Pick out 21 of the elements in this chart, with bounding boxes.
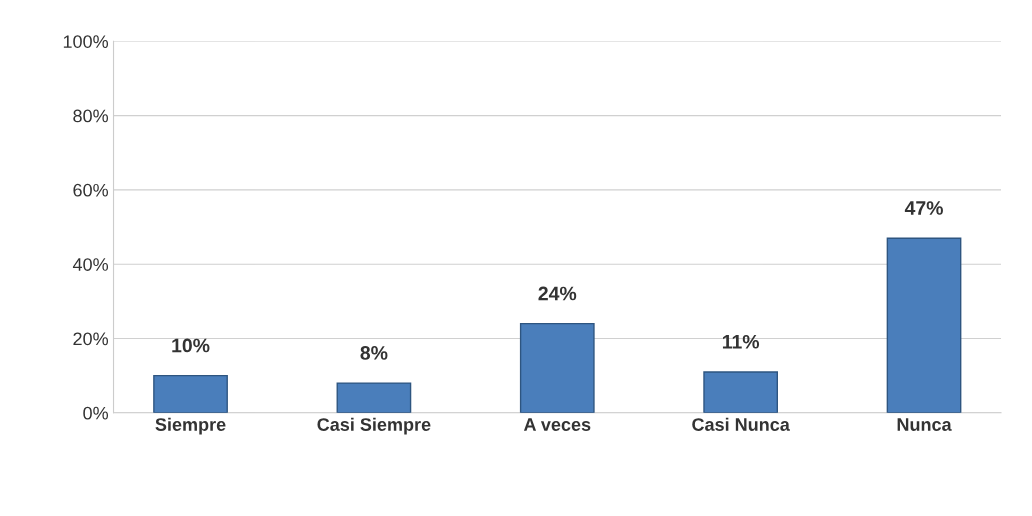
y-tick-label: 0% [83,406,109,420]
y-tick-label: 20% [73,332,109,346]
bar [153,374,228,413]
x-tick-label: Casi Nunca [692,417,790,431]
x-tick-label: Casi Siempre [317,417,431,435]
y-tick-label: 40% [72,258,109,271]
x-tick-label: Siempre [155,417,226,435]
bar [703,371,779,413]
data-label: 24% [538,286,577,301]
y-tick-label: 60% [73,183,109,197]
bar [886,237,962,413]
x-tick-label: Nunca [897,418,952,431]
data-label: 11% [722,334,760,349]
data-label: 10% [172,338,210,353]
bar [519,322,595,413]
bar [336,382,412,413]
x-tick-label: A veces [523,418,591,431]
data-label: 8% [360,346,388,360]
data-label: 47% [904,201,943,215]
y-tick-label: 100% [63,35,109,48]
y-tick-label: 80% [73,109,109,123]
